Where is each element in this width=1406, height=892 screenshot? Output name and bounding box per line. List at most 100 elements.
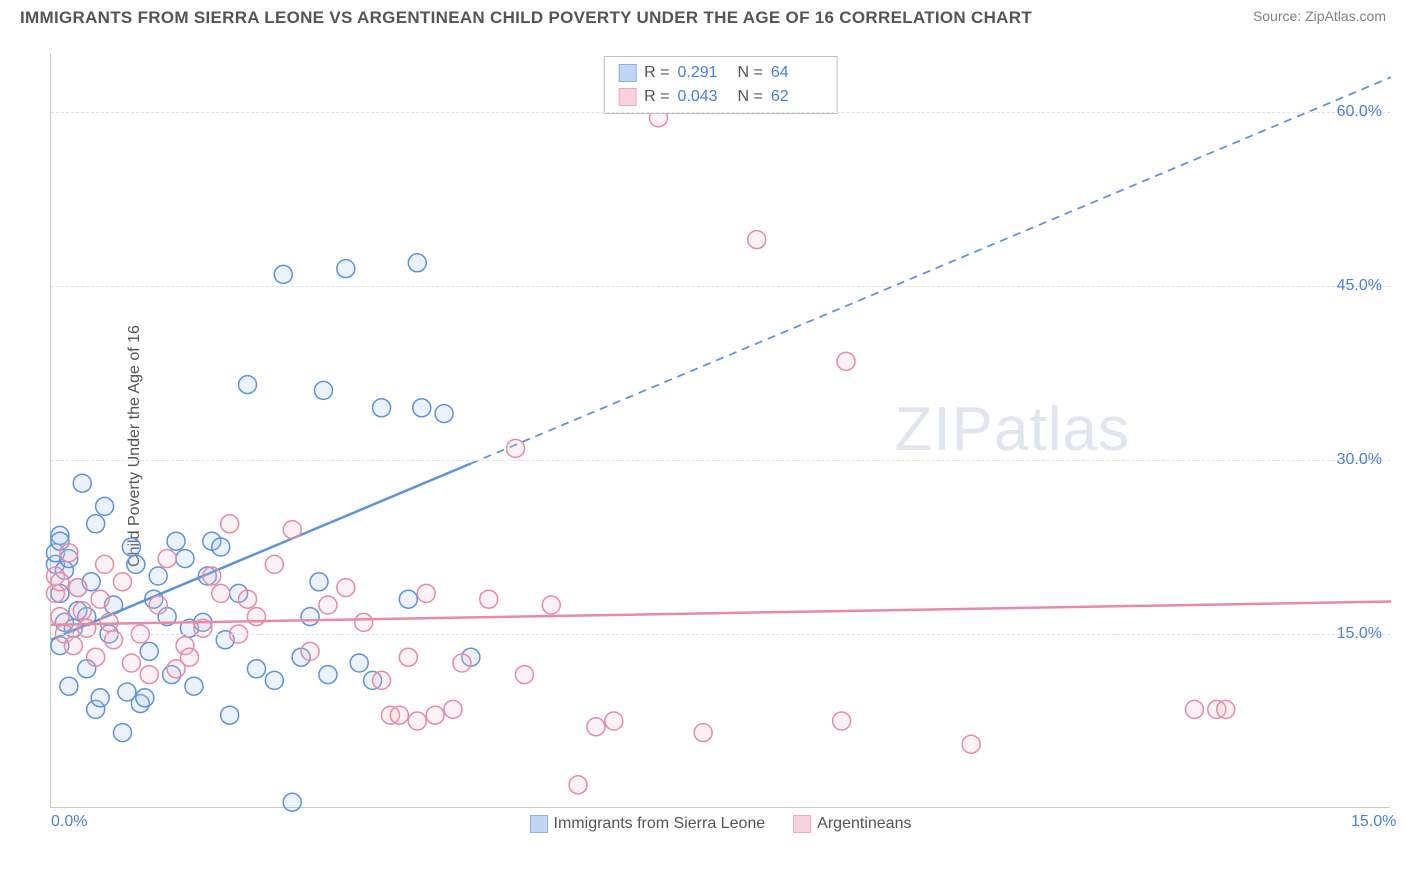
- data-point: [96, 497, 114, 515]
- data-point: [962, 735, 980, 753]
- data-point: [113, 573, 131, 591]
- data-point: [60, 677, 78, 695]
- data-point: [694, 724, 712, 742]
- regression-line-dashed: [471, 77, 1391, 463]
- gridline: [51, 460, 1390, 461]
- stats-row-series-2: R = 0.043 N = 62: [618, 85, 823, 109]
- data-point: [212, 584, 230, 602]
- data-point: [837, 352, 855, 370]
- data-point: [221, 515, 239, 533]
- data-point: [60, 544, 78, 562]
- data-point: [221, 706, 239, 724]
- data-point: [239, 376, 257, 394]
- data-point: [96, 555, 114, 573]
- data-point: [301, 608, 319, 626]
- data-point: [426, 706, 444, 724]
- data-point: [301, 642, 319, 660]
- data-point: [453, 654, 471, 672]
- data-point: [203, 567, 221, 585]
- x-tick-label: 15.0%: [1351, 813, 1396, 831]
- data-point: [350, 654, 368, 672]
- stat-value-r: 0.291: [678, 61, 730, 85]
- data-point: [91, 689, 109, 707]
- data-point: [247, 608, 265, 626]
- chart-title: IMMIGRANTS FROM SIERRA LEONE VS ARGENTIN…: [20, 8, 1032, 28]
- data-point: [390, 706, 408, 724]
- data-point: [140, 666, 158, 684]
- data-point: [435, 405, 453, 423]
- data-point: [337, 260, 355, 278]
- data-point: [337, 579, 355, 597]
- data-point: [113, 724, 131, 742]
- data-point: [176, 550, 194, 568]
- data-point: [833, 712, 851, 730]
- gridline: [51, 112, 1390, 113]
- data-point: [1217, 700, 1235, 718]
- correlation-stats-box: R = 0.291 N = 64 R = 0.043 N = 62: [603, 56, 838, 114]
- data-point: [91, 590, 109, 608]
- y-tick-label: 15.0%: [1337, 625, 1382, 643]
- data-point: [283, 793, 301, 811]
- stats-row-series-1: R = 0.291 N = 64: [618, 61, 823, 85]
- y-tick-label: 60.0%: [1337, 103, 1382, 121]
- data-point: [355, 613, 373, 631]
- data-point: [180, 648, 198, 666]
- data-point: [87, 648, 105, 666]
- swatch-icon: [618, 88, 636, 106]
- data-point: [64, 637, 82, 655]
- data-point: [569, 776, 587, 794]
- data-point: [247, 660, 265, 678]
- data-point: [399, 648, 417, 666]
- legend-label: Immigrants from Sierra Leone: [554, 815, 766, 833]
- data-point: [239, 590, 257, 608]
- data-point: [748, 231, 766, 249]
- data-point: [167, 532, 185, 550]
- data-point: [444, 700, 462, 718]
- y-tick-label: 45.0%: [1337, 277, 1382, 295]
- swatch-icon: [618, 64, 636, 82]
- data-point: [399, 590, 417, 608]
- data-point: [480, 590, 498, 608]
- gridline: [51, 286, 1390, 287]
- data-point: [127, 555, 145, 573]
- data-point: [413, 399, 431, 417]
- legend: Immigrants from Sierra Leone Argentinean…: [530, 815, 912, 833]
- data-point: [319, 666, 337, 684]
- stat-label-n: N =: [738, 85, 763, 109]
- data-point: [140, 642, 158, 660]
- data-point: [605, 712, 623, 730]
- source-attribution: Source: ZipAtlas.com: [1253, 8, 1386, 24]
- data-point: [417, 584, 435, 602]
- stat-value-n: 64: [771, 61, 823, 85]
- data-point: [73, 602, 91, 620]
- data-point: [122, 538, 140, 556]
- data-point: [274, 265, 292, 283]
- legend-item: Argentineans: [793, 815, 911, 833]
- swatch-icon: [793, 815, 811, 833]
- data-point: [136, 689, 154, 707]
- stat-value-r: 0.043: [678, 85, 730, 109]
- stat-label-r: R =: [644, 61, 669, 85]
- scatter-plot-svg: [51, 54, 1390, 807]
- legend-label: Argentineans: [817, 815, 911, 833]
- data-point: [149, 596, 167, 614]
- stat-value-n: 62: [771, 85, 823, 109]
- data-point: [87, 515, 105, 533]
- gridline: [51, 634, 1390, 635]
- legend-item: Immigrants from Sierra Leone: [530, 815, 766, 833]
- x-tick-label: 0.0%: [51, 813, 87, 831]
- chart-plot-area: R = 0.291 N = 64 R = 0.043 N = 62 ZIPatl…: [50, 54, 1390, 808]
- data-point: [408, 254, 426, 272]
- data-point: [149, 567, 167, 585]
- y-tick-label: 30.0%: [1337, 451, 1382, 469]
- data-point: [507, 439, 525, 457]
- data-point: [265, 671, 283, 689]
- data-point: [51, 608, 69, 626]
- data-point: [283, 521, 301, 539]
- data-point: [265, 555, 283, 573]
- data-point: [51, 573, 69, 591]
- data-point: [122, 654, 140, 672]
- swatch-icon: [530, 815, 548, 833]
- data-point: [373, 399, 391, 417]
- data-point: [408, 712, 426, 730]
